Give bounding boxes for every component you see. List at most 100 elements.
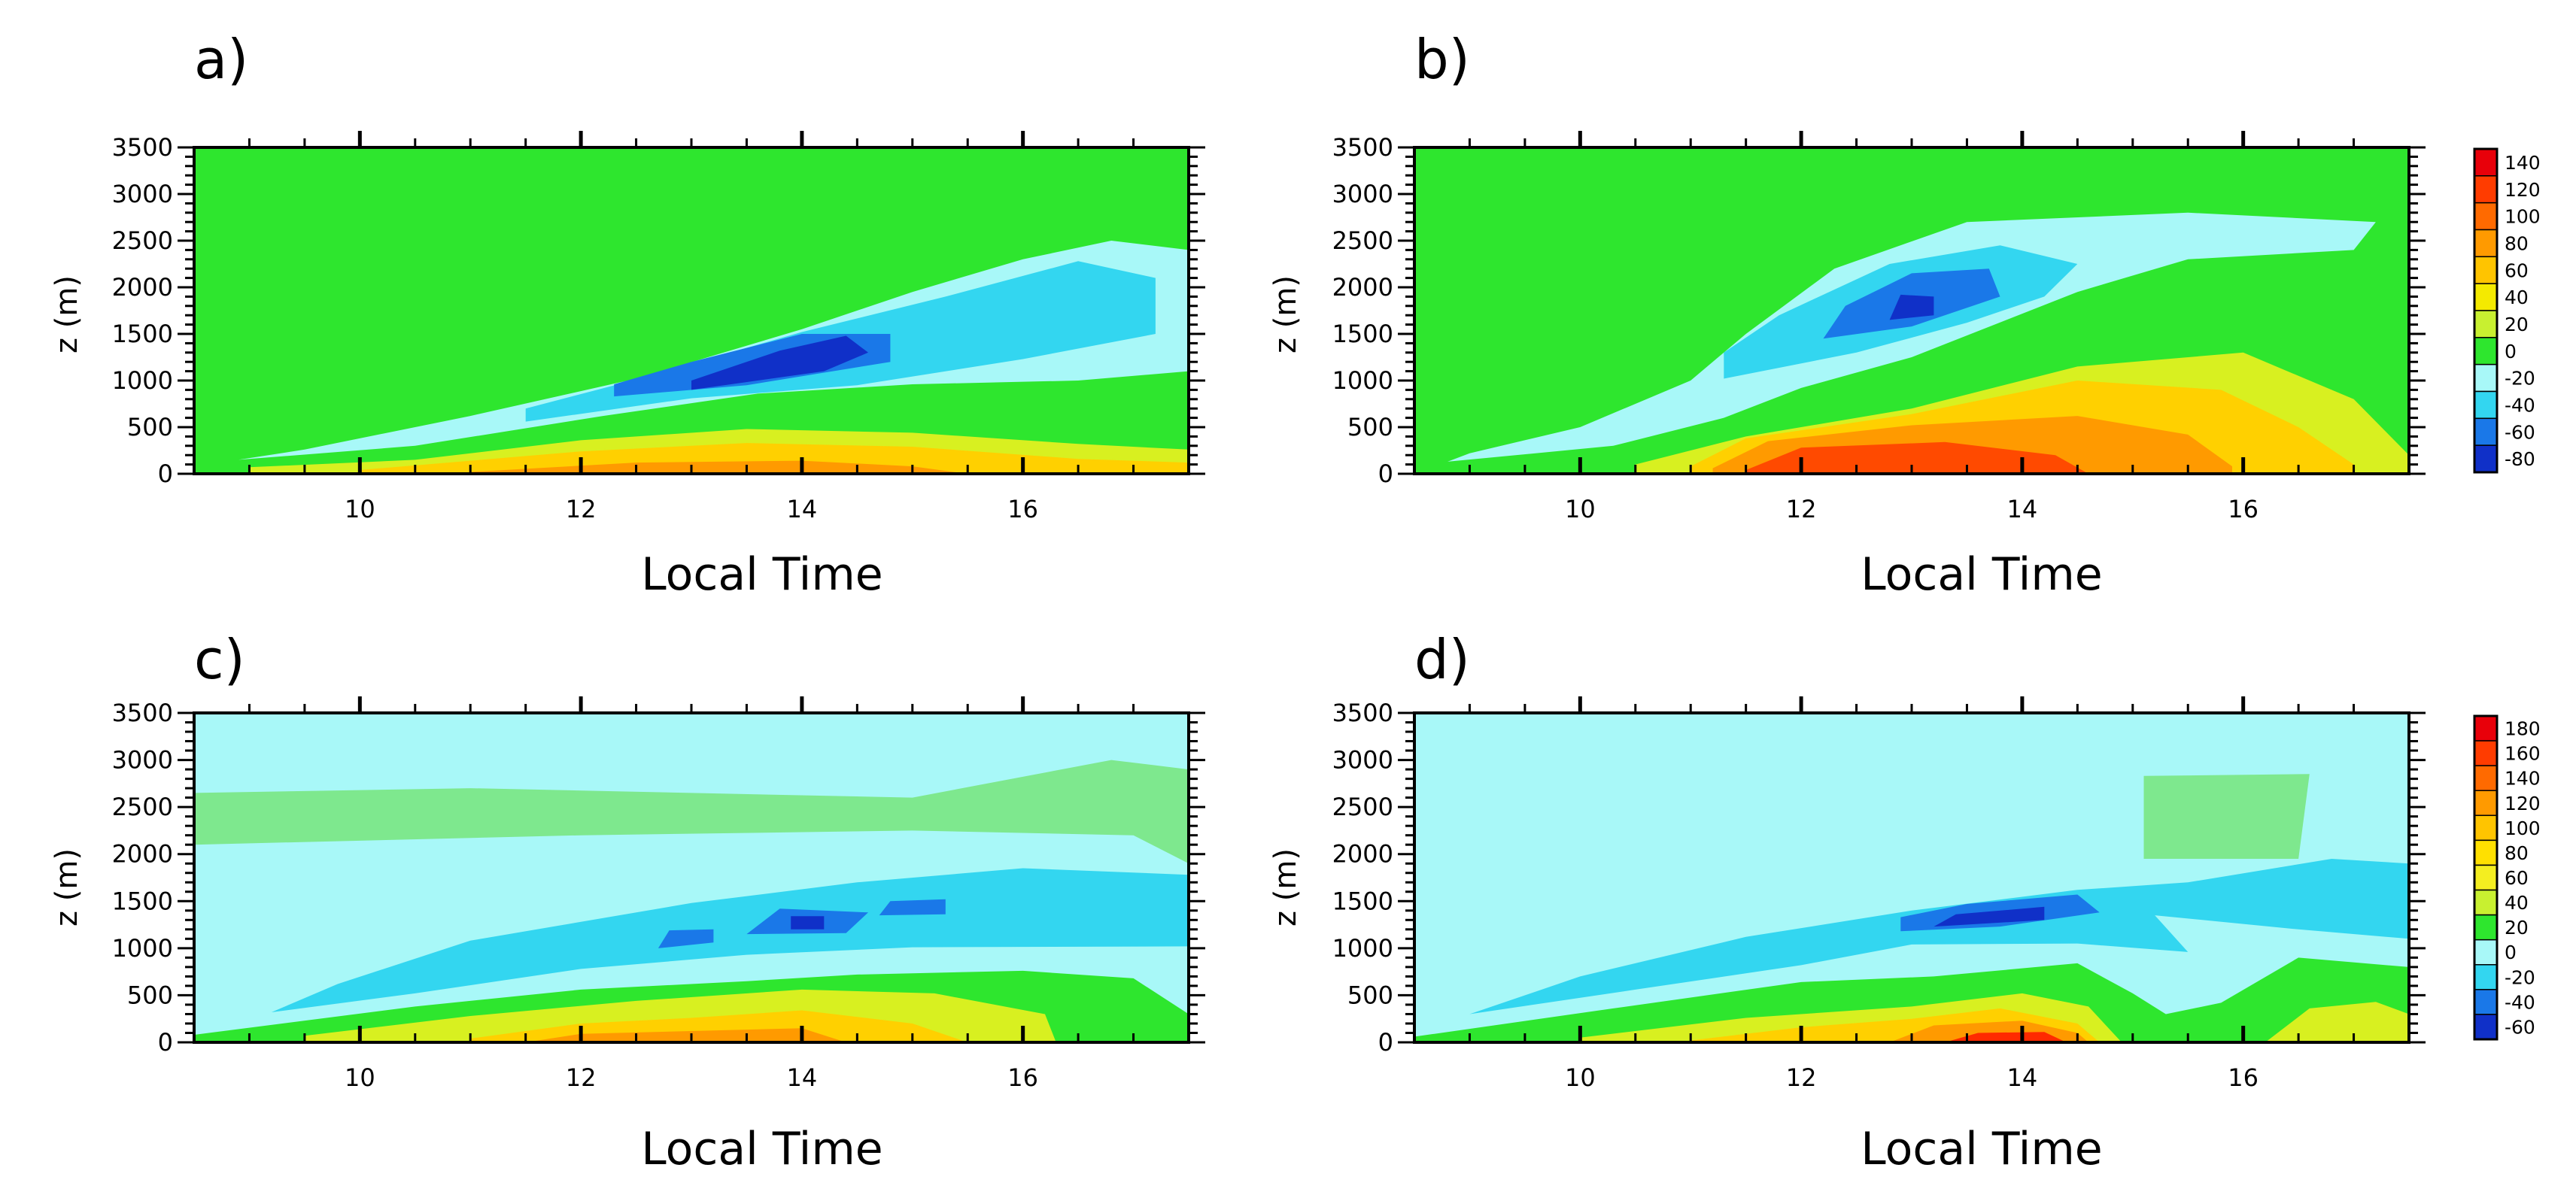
panel-b-xtick-label: 12 (1786, 495, 1817, 523)
colorbar-2-label: 180 (2505, 718, 2541, 740)
panel-b-ytick-label: 2000 (1332, 273, 1393, 302)
colorbar-2-label: 0 (2505, 942, 2517, 963)
panel-c-contour-5 (791, 916, 825, 930)
colorbar-2-label: 140 (2505, 768, 2541, 790)
colorbar-1-swatch (2474, 310, 2498, 338)
panel-d-ytick-label: 1000 (1332, 934, 1393, 963)
panel-a-ytick-label: 2500 (112, 226, 173, 255)
panel-a-ytick-label: 2000 (112, 273, 173, 302)
colorbar-1-swatch (2474, 417, 2498, 446)
panel-a-ytick-label: 3500 (112, 133, 173, 162)
panel-d-xtick-label: 14 (2007, 1063, 2038, 1092)
panel-d-label: d) (1414, 628, 1470, 691)
colorbar-1-swatch (2474, 229, 2498, 258)
panel-a-xtick-label: 16 (1007, 495, 1038, 523)
colorbar-2-swatch (2474, 964, 2498, 990)
colorbar-2-label: -20 (2505, 966, 2535, 988)
panel-b-plot: 10 12 14 16 0 500 1000 1500 2000 2500 3000 3500 (1332, 131, 2426, 523)
colorbar-1-swatch (2474, 337, 2498, 365)
panel-c-ytick-label: 2000 (112, 840, 173, 869)
panel-a-contour-3 (691, 335, 868, 390)
colorbar-2-label: 20 (2505, 917, 2529, 939)
panel-a-ytick-label: 1500 (112, 320, 173, 348)
colorbar-2-label: -60 (2505, 1016, 2535, 1038)
panel-c-contour-2 (658, 929, 714, 948)
panel-b-contour-3 (1889, 294, 1934, 320)
colorbar-1-swatch (2474, 148, 2498, 177)
panel-d: d) 10 12 14 160500100015002000250030003500 … (1268, 628, 2541, 1175)
colorbar-1-swatch (2474, 175, 2498, 204)
colorbar-1-swatch (2474, 444, 2498, 473)
panel-c-ytick-label: 500 (127, 981, 173, 1009)
panel-d-plot: 10 12 14 16 0 500 1000 1500 2000 2500 3000 3500 (1332, 696, 2426, 1092)
panel-c-xtick-label: 10 (345, 1063, 375, 1092)
panel-a-xtick-label: 10 (345, 495, 375, 523)
panel-b-label: b) (1414, 28, 1470, 91)
panel-b-ytick-label: 0 (1378, 459, 1393, 488)
colorbar-2-label: 80 (2505, 842, 2529, 864)
panel-d-xtick-label: 12 (1786, 1063, 1817, 1092)
colorbar-2-swatch (2474, 864, 2498, 891)
panel-d-contour-3 (1934, 906, 2045, 927)
colorbar-2-label: 160 (2505, 743, 2541, 765)
panel-b-ytick-label: 1000 (1332, 366, 1393, 395)
panel-a-ytick-label: 500 (127, 413, 173, 441)
panel-d-contour-4 (1414, 957, 2409, 1042)
panel-c-ytick-label: 3500 (112, 699, 173, 727)
colorbar-2-label: 60 (2505, 867, 2529, 889)
panel-b-ytick-label: 3500 (1332, 133, 1393, 162)
colorbar-2-label: 120 (2505, 793, 2541, 814)
colorbar-1-label: 20 (2505, 314, 2529, 335)
panel-b: b) 10 12 14 160500100015002000250030003500 … (1268, 28, 2541, 601)
panel-b-xlabel: Local Time (1861, 548, 2102, 601)
panel-b-ytick-label: 2500 (1332, 226, 1393, 255)
panel-c-xtick-label: 12 (566, 1063, 597, 1092)
panel-d-ytick-label: 2500 (1332, 793, 1393, 821)
colorbar-2-swatch (2474, 814, 2498, 842)
panel-a-contour-6 (470, 460, 968, 474)
panel-b-xtick-label: 16 (2228, 495, 2259, 523)
colorbar-2-swatch (2474, 889, 2498, 916)
colorbar-1-label: 100 (2505, 206, 2541, 228)
panel-a: a) 10 12 14 160500100015002000250030003500 … (50, 28, 1205, 601)
colorbar-1-label: -20 (2505, 368, 2535, 390)
colorbar-1-label: 120 (2505, 179, 2541, 201)
panel-d-xtick-label: 10 (1565, 1063, 1596, 1092)
colorbar-2-swatch (2474, 939, 2498, 966)
colorbar-2-swatch (2474, 715, 2498, 742)
panel-a-xtick-label: 12 (566, 495, 597, 523)
panel-d-xtick-label: 16 (2228, 1063, 2259, 1092)
panel-c-plot: 10 12 14 16 0 500 1000 1500 2000 2500 3000 3500 (112, 696, 1205, 1092)
panel-c-ytick-label: 1500 (112, 887, 173, 915)
panel-d-ytick-label: 1500 (1332, 887, 1393, 915)
colorbar-1-swatch (2474, 202, 2498, 231)
panel-b-ytick-label: 3000 (1332, 180, 1393, 208)
panel-c-xtick-label: 16 (1007, 1063, 1038, 1092)
panel-c-ytick-label: 1000 (112, 934, 173, 963)
panel-a-plot: 10 12 14 16 0 500 1000 1500 2000 2500 3000 3500 (112, 131, 1205, 523)
colorbar-2: 180 160 140 120 100 80 60 40 20 0 -20 -40 -60 (2473, 714, 2541, 1041)
colorbar-1-label: -40 (2505, 394, 2535, 416)
panel-c-ytick-label: 2500 (112, 793, 173, 821)
panel-d-ytick-label: 0 (1378, 1028, 1393, 1057)
panel-d-ytick-label: 500 (1347, 981, 1393, 1009)
colorbar-1-label: -80 (2505, 448, 2535, 470)
panel-c-contour-9 (525, 1028, 846, 1042)
panel-c-label: c) (194, 628, 245, 691)
panel-a-xlabel: Local Time (641, 548, 882, 601)
colorbar-1-swatch (2474, 256, 2498, 284)
panel-a-ylabel: z (m) (50, 275, 84, 353)
colorbar-2-swatch (2474, 740, 2498, 766)
panel-b-ylabel: z (m) (1268, 275, 1303, 353)
panel-c: c) 10 12 14 160500100015002000250030003500 … (50, 628, 1205, 1175)
panel-a-contour-5 (360, 443, 1189, 474)
panel-d-ylabel: z (m) (1268, 848, 1303, 927)
panel-b-xtick-label: 10 (1565, 495, 1596, 523)
colorbar-2-swatch (2474, 765, 2498, 791)
colorbar-1-label: 140 (2505, 152, 2541, 174)
colorbar-1-swatch (2474, 283, 2498, 311)
colorbar-1-label: 60 (2505, 259, 2529, 281)
panel-d-contour-6 (2265, 1002, 2409, 1042)
colorbar-2-swatch (2474, 1014, 2498, 1040)
colorbar-1-label: 0 (2505, 341, 2517, 362)
